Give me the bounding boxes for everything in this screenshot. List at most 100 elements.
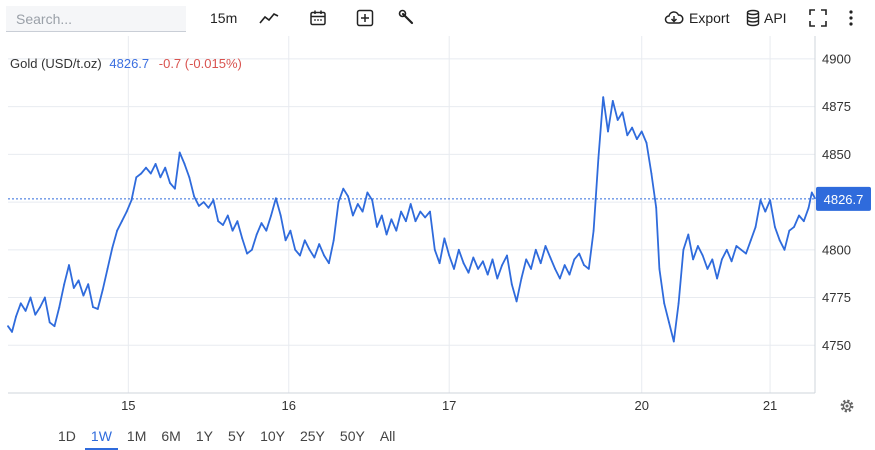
price-point bbox=[376, 226, 378, 228]
price-point bbox=[520, 277, 523, 280]
interval-button[interactable]: 15m bbox=[210, 6, 237, 30]
price-point bbox=[745, 252, 747, 255]
price-point bbox=[597, 157, 600, 160]
legend-change: -0.7 (-0.015%) bbox=[158, 56, 242, 71]
price-point bbox=[159, 176, 162, 179]
chart-settings-button[interactable] bbox=[838, 397, 856, 415]
more-options-button[interactable] bbox=[846, 6, 856, 30]
period-1w[interactable]: 1W bbox=[84, 424, 118, 450]
tools-button[interactable] bbox=[398, 6, 416, 30]
price-point bbox=[716, 277, 718, 280]
fullscreen-button[interactable] bbox=[808, 6, 828, 30]
price-point bbox=[429, 210, 431, 213]
price-point bbox=[169, 182, 171, 184]
price-point bbox=[178, 151, 181, 154]
price-point bbox=[611, 100, 614, 102]
export-button[interactable]: Export bbox=[663, 6, 729, 30]
price-point bbox=[477, 268, 479, 270]
price-point bbox=[255, 233, 258, 236]
x-tick-label: 16 bbox=[282, 398, 296, 413]
period-1m[interactable]: 1M bbox=[126, 428, 147, 444]
price-point bbox=[769, 199, 771, 202]
x-tick-label: 20 bbox=[634, 398, 648, 413]
price-point bbox=[15, 315, 17, 318]
price-point bbox=[44, 296, 46, 299]
period-25y[interactable]: 25Y bbox=[299, 428, 325, 444]
price-point bbox=[226, 214, 229, 217]
price-point bbox=[592, 229, 595, 232]
price-point bbox=[260, 222, 263, 225]
price-point bbox=[563, 264, 566, 266]
price-point bbox=[631, 126, 633, 129]
price-point bbox=[246, 252, 249, 255]
y-tick-label: 4850 bbox=[822, 147, 851, 162]
price-point bbox=[810, 191, 813, 194]
price-point bbox=[82, 294, 85, 297]
period-1d[interactable]: 1D bbox=[58, 428, 76, 444]
price-point bbox=[419, 210, 422, 213]
price-point bbox=[462, 262, 465, 265]
price-point bbox=[735, 245, 738, 247]
price-point bbox=[332, 239, 335, 242]
period-5y[interactable]: 5Y bbox=[227, 428, 246, 444]
last-price-box bbox=[816, 186, 871, 211]
price-point bbox=[380, 214, 383, 217]
legend-symbol-name: Gold (USD/t.oz) bbox=[10, 56, 102, 71]
price-point bbox=[677, 302, 680, 305]
search-input[interactable] bbox=[6, 6, 186, 32]
price-point bbox=[63, 283, 66, 286]
price-point bbox=[424, 216, 426, 219]
api-button[interactable]: API bbox=[746, 6, 787, 30]
grid-layer bbox=[8, 36, 815, 393]
period-6m[interactable]: 6M bbox=[161, 428, 181, 444]
plus-box-icon bbox=[356, 9, 374, 27]
price-point bbox=[347, 195, 349, 198]
chart-type-button[interactable] bbox=[258, 6, 280, 30]
price-point bbox=[356, 203, 359, 205]
price-point bbox=[749, 239, 752, 242]
price-point bbox=[352, 214, 354, 217]
date-range-button[interactable] bbox=[309, 6, 327, 30]
price-point bbox=[121, 220, 123, 223]
period-1y[interactable]: 1Y bbox=[195, 428, 213, 444]
price-point bbox=[544, 245, 547, 247]
price-point bbox=[328, 262, 330, 265]
price-chart[interactable]: 47504775480048254850487549001516172021 4… bbox=[0, 36, 875, 420]
price-point bbox=[11, 331, 13, 333]
price-point bbox=[212, 199, 215, 202]
period-50y[interactable]: 50Y bbox=[339, 428, 365, 444]
price-point bbox=[207, 206, 210, 209]
price-point bbox=[663, 302, 666, 305]
y-tick-label: 4750 bbox=[822, 338, 851, 353]
price-point bbox=[510, 283, 513, 286]
price-point bbox=[164, 166, 167, 169]
price-point bbox=[515, 300, 518, 303]
price-point bbox=[778, 239, 781, 242]
last-price-label: 4826.7 bbox=[824, 192, 864, 207]
y-tick-label: 4900 bbox=[822, 51, 851, 66]
price-point bbox=[711, 258, 714, 261]
price-point bbox=[559, 277, 561, 280]
y-tick-label: 4775 bbox=[822, 290, 851, 305]
price-point bbox=[534, 248, 537, 251]
price-point bbox=[145, 166, 147, 169]
period-10y[interactable]: 10Y bbox=[260, 428, 285, 444]
price-point bbox=[645, 142, 648, 144]
price-point bbox=[130, 199, 133, 202]
price-point bbox=[294, 248, 297, 251]
price-point bbox=[361, 210, 364, 213]
price-point bbox=[491, 258, 494, 261]
interval-label: 15m bbox=[210, 10, 238, 26]
price-point bbox=[530, 268, 532, 270]
x-tick-label: 15 bbox=[121, 398, 135, 413]
period-all[interactable]: All bbox=[379, 428, 396, 444]
chart-legend: Gold (USD/t.oz) 4826.7 -0.7 (-0.015%) bbox=[10, 56, 242, 71]
price-point bbox=[217, 220, 220, 223]
line-chart-icon bbox=[258, 10, 280, 26]
price-point bbox=[672, 340, 675, 343]
price-point bbox=[607, 130, 609, 133]
price-point bbox=[573, 258, 576, 261]
price-point bbox=[342, 187, 345, 190]
add-indicator-button[interactable] bbox=[356, 6, 374, 30]
price-point bbox=[650, 172, 653, 175]
